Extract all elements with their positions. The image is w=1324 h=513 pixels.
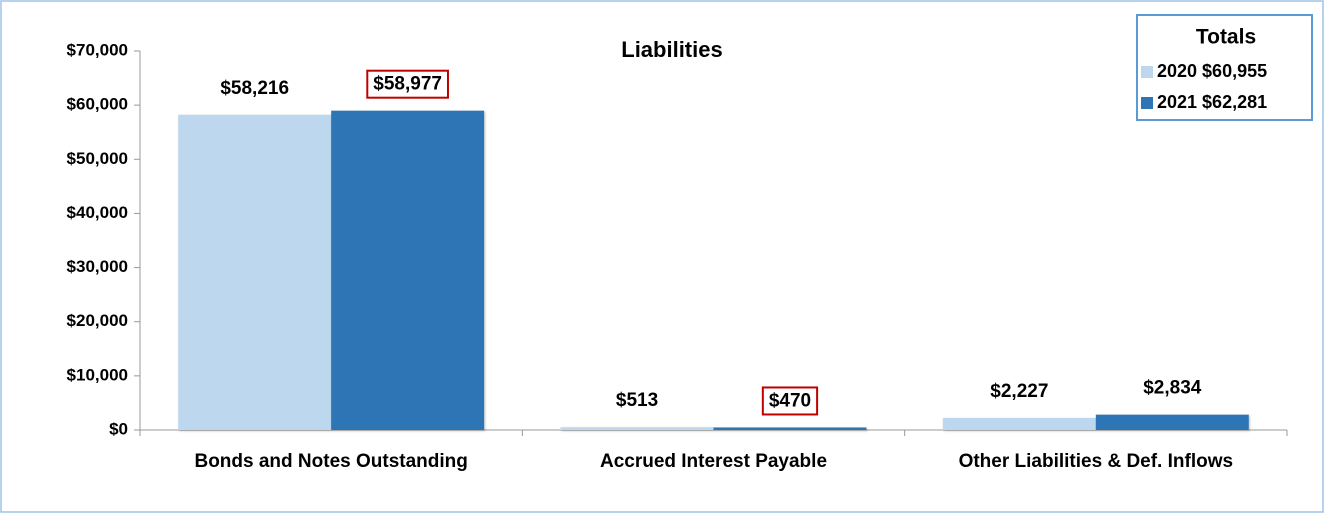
highlight-box <box>366 69 449 99</box>
value-label: $58,977 <box>373 74 442 95</box>
highlight-box <box>761 386 819 416</box>
value-label: $513 <box>616 390 658 411</box>
bar <box>560 427 714 430</box>
y-tick-label: $20,000 <box>67 311 128 330</box>
y-tick-label: $60,000 <box>67 95 128 114</box>
value-label: $58,216 <box>220 78 289 99</box>
x-tick-label: Bonds and Notes Outstanding <box>194 451 467 472</box>
x-tick-label: Other Liabilities & Def. Inflows <box>959 451 1233 472</box>
bar <box>178 114 332 430</box>
bar <box>1095 414 1249 430</box>
value-label: $470 <box>769 390 811 411</box>
legend-swatch <box>1141 97 1153 109</box>
y-tick-label: $50,000 <box>67 149 128 168</box>
bar <box>713 427 867 430</box>
legend-label: 2020 $60,955 <box>1157 61 1267 81</box>
y-tick-label: $70,000 <box>67 40 128 59</box>
legend-label: 2021 $62,281 <box>1157 92 1267 112</box>
value-label: $2,834 <box>1143 378 1202 399</box>
y-tick-label: $30,000 <box>67 257 128 276</box>
bar <box>942 417 1096 430</box>
legend-swatch <box>1141 66 1153 78</box>
legend-title: Totals <box>1196 26 1256 49</box>
bar <box>331 110 485 430</box>
chart-title: Liabilities <box>621 37 722 62</box>
x-tick-label: Accrued Interest Payable <box>600 451 827 472</box>
y-tick-label: $10,000 <box>67 365 128 384</box>
y-tick-label: $0 <box>109 419 128 438</box>
legend-box <box>1136 14 1313 121</box>
y-tick-label: $40,000 <box>67 203 128 222</box>
value-label: $2,227 <box>990 381 1048 402</box>
